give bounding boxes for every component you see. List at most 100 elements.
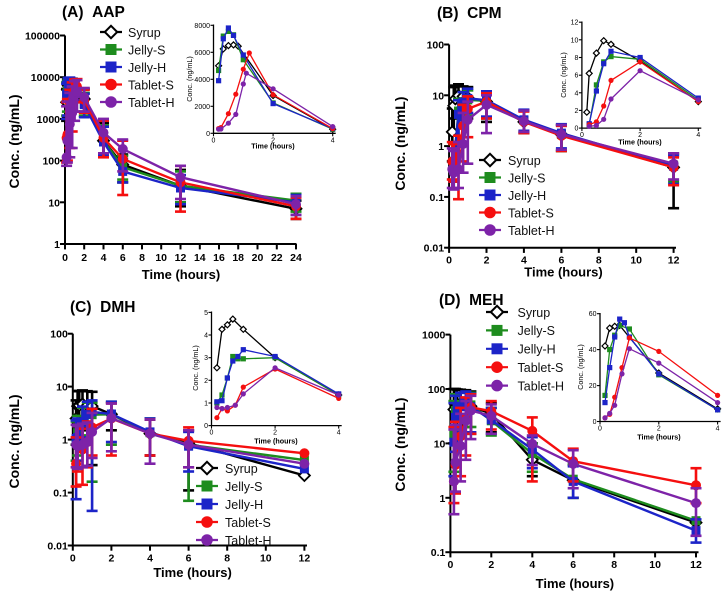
svg-text:3: 3	[204, 355, 208, 362]
svg-text:0: 0	[593, 419, 597, 426]
svg-text:2: 2	[484, 255, 490, 267]
svg-text:6: 6	[570, 559, 576, 571]
svg-text:Jelly-S: Jelly-S	[128, 43, 166, 57]
svg-text:Time (hours): Time (hours)	[142, 267, 221, 282]
svg-text:Tablet-H: Tablet-H	[128, 96, 175, 110]
svg-text:6000: 6000	[194, 50, 210, 57]
svg-text:8: 8	[574, 55, 578, 62]
svg-text:1000: 1000	[422, 330, 446, 342]
svg-text:2: 2	[81, 252, 87, 264]
svg-text:8000: 8000	[194, 23, 210, 30]
svg-text:0: 0	[212, 137, 216, 144]
svg-text:Time (hours): Time (hours)	[536, 576, 615, 591]
svg-text:10: 10	[630, 255, 642, 267]
svg-text:Jelly-S: Jelly-S	[518, 324, 556, 338]
svg-text:0: 0	[447, 559, 453, 571]
svg-text:40: 40	[589, 347, 597, 354]
svg-text:10: 10	[434, 438, 446, 450]
svg-text:6: 6	[574, 73, 578, 80]
svg-text:1: 1	[438, 141, 444, 153]
svg-text:Jelly-S: Jelly-S	[225, 480, 263, 494]
svg-text:0.1: 0.1	[53, 488, 68, 500]
svg-text:Jelly-H: Jelly-H	[225, 498, 263, 512]
svg-text:20: 20	[252, 252, 264, 264]
svg-text:Time (hours): Time (hours)	[153, 565, 232, 580]
svg-text:Jelly-H: Jelly-H	[508, 189, 546, 203]
svg-text:10: 10	[260, 553, 272, 565]
svg-text:(D) MEH: (D) MEH	[439, 292, 504, 309]
svg-text:(C) DMH: (C) DMH	[70, 299, 135, 316]
svg-text:Tablet-S: Tablet-S	[508, 206, 554, 220]
svg-text:4: 4	[147, 553, 153, 565]
svg-text:1: 1	[54, 239, 60, 251]
svg-text:6: 6	[186, 553, 192, 565]
svg-text:2: 2	[657, 426, 661, 433]
svg-text:4: 4	[204, 333, 208, 340]
svg-text:6: 6	[558, 255, 564, 267]
svg-text:100: 100	[42, 156, 60, 168]
svg-text:8: 8	[224, 553, 230, 565]
svg-text:2000: 2000	[194, 104, 210, 111]
svg-text:10: 10	[155, 252, 167, 264]
svg-text:Syrup: Syrup	[518, 306, 551, 320]
svg-text:22: 22	[271, 252, 283, 264]
svg-text:0: 0	[62, 252, 68, 264]
svg-text:1: 1	[440, 493, 446, 505]
svg-text:Conc. (ng/mL): Conc. (ng/mL)	[191, 345, 200, 391]
svg-text:2: 2	[273, 430, 277, 437]
svg-text:4: 4	[331, 137, 335, 144]
svg-text:100000: 100000	[25, 31, 60, 43]
svg-text:2: 2	[108, 553, 114, 565]
svg-text:4: 4	[574, 90, 578, 97]
svg-text:Tablet-H: Tablet-H	[508, 224, 555, 238]
svg-text:Jelly-H: Jelly-H	[128, 61, 166, 75]
svg-text:Conc. (ng/mL): Conc. (ng/mL)	[559, 52, 568, 98]
svg-text:5: 5	[204, 310, 208, 317]
svg-text:Syrup: Syrup	[225, 462, 258, 476]
svg-text:1000: 1000	[37, 114, 61, 126]
svg-text:14: 14	[194, 252, 206, 264]
svg-text:Jelly-S: Jelly-S	[508, 171, 546, 185]
svg-text:10000: 10000	[31, 72, 60, 84]
svg-text:Time (hours): Time (hours)	[254, 437, 298, 446]
svg-text:8: 8	[139, 252, 145, 264]
svg-text:Tablet-S: Tablet-S	[518, 361, 564, 375]
svg-text:Time (hours): Time (hours)	[618, 138, 662, 147]
svg-text:Tablet-H: Tablet-H	[518, 379, 565, 393]
svg-text:12: 12	[690, 559, 702, 571]
svg-text:2: 2	[574, 108, 578, 115]
svg-text:2: 2	[271, 137, 275, 144]
svg-text:0: 0	[574, 126, 578, 133]
svg-text:12: 12	[299, 553, 311, 565]
svg-text:Conc. (ng/mL): Conc. (ng/mL)	[576, 344, 585, 390]
svg-text:24: 24	[290, 252, 302, 264]
svg-text:10: 10	[48, 197, 60, 209]
svg-text:(A) AAP: (A) AAP	[62, 4, 125, 21]
svg-text:12: 12	[571, 20, 579, 27]
svg-text:4: 4	[716, 426, 720, 433]
svg-text:4: 4	[696, 132, 700, 139]
svg-text:Conc. (ng/mL): Conc. (ng/mL)	[6, 94, 22, 188]
svg-text:Tablet-S: Tablet-S	[128, 78, 174, 92]
svg-text:Syrup: Syrup	[128, 26, 161, 40]
svg-text:4: 4	[101, 252, 107, 264]
svg-text:10: 10	[56, 382, 68, 394]
svg-text:1: 1	[62, 435, 68, 447]
svg-text:10: 10	[649, 559, 661, 571]
svg-text:0: 0	[580, 132, 584, 139]
svg-text:2: 2	[638, 132, 642, 139]
svg-text:Time (hours): Time (hours)	[251, 142, 295, 151]
svg-text:10: 10	[571, 37, 579, 44]
svg-text:0: 0	[70, 553, 76, 565]
svg-text:8: 8	[596, 255, 602, 267]
svg-text:Syrup: Syrup	[508, 154, 541, 168]
svg-text:2: 2	[204, 378, 208, 385]
svg-text:0.01: 0.01	[424, 243, 445, 255]
svg-text:0: 0	[446, 255, 452, 267]
svg-text:0.01: 0.01	[47, 541, 68, 553]
svg-text:Jelly-H: Jelly-H	[518, 343, 556, 357]
svg-text:12: 12	[668, 255, 680, 267]
svg-text:0.1: 0.1	[429, 192, 444, 204]
svg-text:4000: 4000	[194, 77, 210, 84]
svg-text:4: 4	[521, 255, 527, 267]
